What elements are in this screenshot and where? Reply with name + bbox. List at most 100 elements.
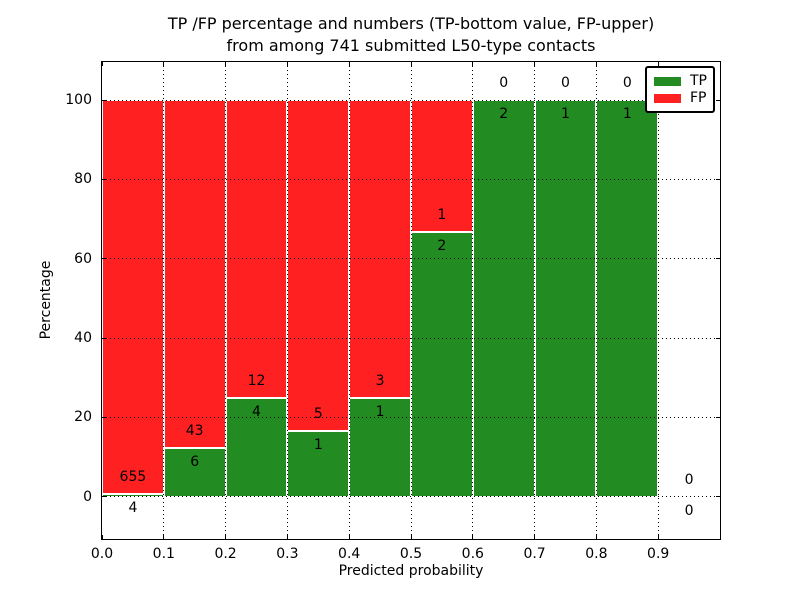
x-tick-label: 0.0 (90, 546, 114, 562)
plot-area: 655 4 43 6 12 4 5 1 3 1 1 2 0 2 0 1 0 1 0 0 (101, 61, 721, 540)
fp-bar-segment (411, 100, 473, 233)
tp-bar-segment (287, 430, 350, 497)
y-tick-label: 100 (65, 92, 92, 109)
fp-count-label: 3 (375, 372, 385, 389)
chart-title-line1: TP /FP percentage and numbers (TP-bottom… (167, 14, 655, 33)
grid-h-line (102, 337, 720, 339)
y-tick-mark (716, 258, 720, 260)
tp-legend-swatch-icon (654, 76, 681, 86)
grid-h-line (102, 496, 720, 498)
fp-count-label: 655 (119, 469, 147, 486)
tp-count-label: 6 (190, 454, 200, 471)
x-tick-mark (595, 535, 597, 539)
y-tick-mark (102, 337, 106, 339)
grid-h-line (102, 416, 720, 418)
legend-row: FP (654, 90, 707, 106)
x-tick-label: 0.4 (338, 546, 361, 562)
grid-v-line (472, 62, 474, 539)
x-tick-mark (225, 62, 227, 66)
grid-v-line (534, 62, 536, 539)
x-tick-mark (348, 535, 350, 539)
grid-v-line (348, 62, 350, 539)
y-axis-label: Percentage (38, 260, 54, 340)
tp-bar-segment (411, 232, 473, 497)
x-tick-mark (101, 535, 103, 539)
y-tick-mark (102, 99, 106, 101)
fp-count-label: 5 (313, 405, 323, 422)
x-tick-mark (410, 535, 412, 539)
y-tick-mark (102, 178, 106, 180)
tp-count-label: 1 (313, 436, 323, 453)
y-tick-mark (716, 99, 720, 101)
x-tick-mark (472, 535, 474, 539)
x-tick-mark (657, 62, 659, 66)
y-tick-mark (102, 258, 106, 260)
tp-bar-segment (225, 397, 288, 497)
y-tick-mark (102, 416, 106, 418)
fp-count-label: 12 (247, 372, 266, 389)
tp-count-label: 1 (561, 106, 570, 123)
y-tick-mark (716, 416, 720, 418)
fp-count-label: 0 (622, 75, 632, 92)
x-tick-label: 0.6 (461, 546, 484, 562)
fp-bar-segment (163, 100, 226, 449)
y-tick-label: 80 (74, 171, 92, 188)
x-tick-label: 0.9 (647, 546, 670, 562)
tp-count-label: 2 (437, 238, 447, 255)
tp-bar-segment (596, 100, 659, 497)
tp-count-label: 4 (252, 403, 261, 420)
y-tick-label: 20 (74, 409, 92, 426)
grid-h-line (102, 178, 720, 180)
y-tick-mark (716, 337, 720, 339)
y-tick-label: 60 (74, 250, 92, 267)
x-tick-mark (595, 62, 597, 66)
x-tick-label: 0.2 (214, 546, 237, 562)
tp-count-label: 2 (499, 106, 509, 123)
fp-bar-segment (349, 100, 411, 398)
fp-count-label: 0 (499, 75, 509, 92)
grid-v-line (225, 62, 227, 539)
y-tick-mark (716, 178, 720, 180)
x-tick-mark (534, 62, 536, 66)
grid-v-line (163, 62, 165, 539)
x-tick-mark (348, 62, 350, 66)
fp-legend-swatch-icon (654, 93, 681, 103)
grid-v-line (657, 62, 659, 539)
fp-count-label: 1 (437, 207, 447, 224)
x-tick-label: 0.8 (585, 546, 608, 562)
x-tick-label: 0.7 (523, 546, 546, 562)
grid-v-line (410, 62, 412, 539)
y-tick-mark (716, 496, 720, 498)
y-tick-label: 0 (83, 488, 92, 505)
y-tick-label: 40 (74, 330, 92, 347)
fp-bar-segment (102, 100, 164, 495)
tp-count-label: 1 (622, 106, 632, 123)
legend: TP FP (645, 66, 715, 113)
x-tick-label: 0.5 (399, 546, 423, 562)
fp-bar-segment (225, 100, 288, 398)
x-tick-mark (657, 535, 659, 539)
tp-bar-segment (534, 100, 597, 497)
y-tick-mark (102, 496, 106, 498)
legend-row: TP (654, 73, 707, 89)
chart-title: TP /FP percentage and numbers (TP-bottom… (102, 13, 720, 56)
fp-count-label: 43 (185, 423, 204, 440)
x-tick-label: 0.1 (152, 546, 175, 562)
x-tick-mark (286, 62, 288, 66)
grid-v-line (595, 62, 597, 539)
x-tick-mark (163, 535, 165, 539)
tp-count-label: 4 (128, 500, 138, 517)
grid-v-line (286, 62, 288, 539)
grid-h-line (102, 258, 720, 260)
tp-bar-segment (472, 100, 535, 497)
grid-h-line (102, 99, 720, 101)
tp-count-label: 1 (375, 403, 385, 420)
x-tick-mark (410, 62, 412, 66)
legend-label: FP (690, 90, 707, 106)
x-axis-label: Predicted probability (338, 563, 484, 579)
tp-count-label: 0 (684, 502, 694, 519)
x-tick-mark (225, 535, 227, 539)
x-tick-mark (534, 535, 536, 539)
fp-count-label: 0 (684, 471, 694, 488)
